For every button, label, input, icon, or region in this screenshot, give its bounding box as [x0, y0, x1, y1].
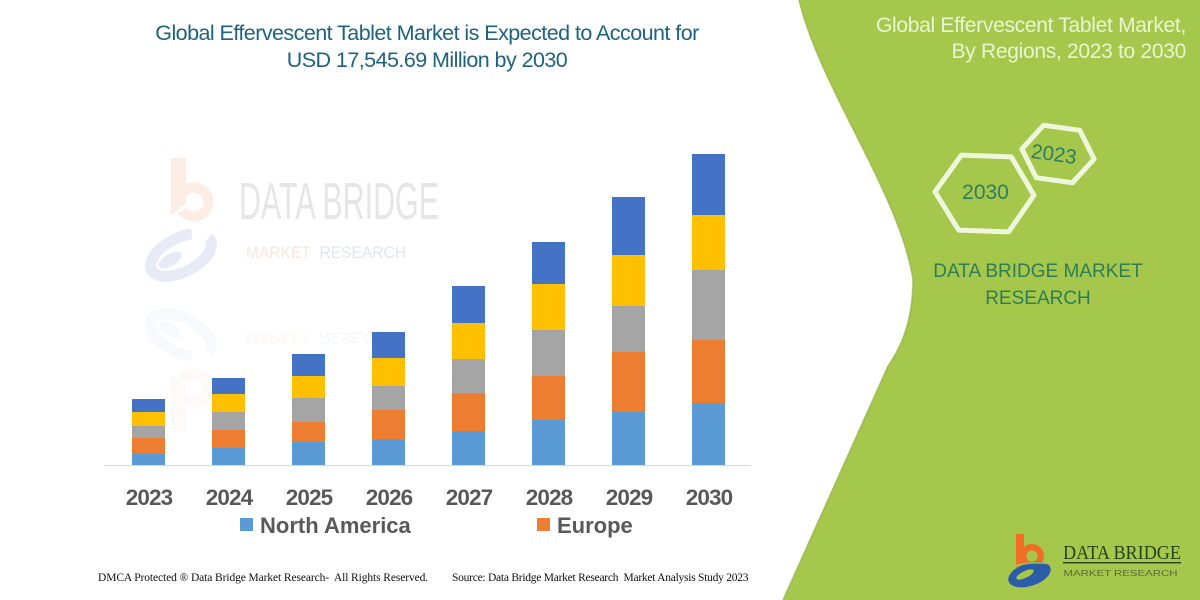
svg-text:2030: 2030	[962, 181, 1009, 204]
svg-text:DATA BRIDGE: DATA BRIDGE	[1063, 542, 1181, 564]
svg-text:MARKET RESEARCH: MARKET RESEARCH	[1064, 569, 1178, 578]
svg-text:MARKET RESEARCH: MARKET RESEARCH	[246, 243, 406, 262]
svg-text:2023: 2023	[1030, 140, 1078, 169]
svg-text:DATA BRIDGE: DATA BRIDGE	[239, 173, 439, 231]
